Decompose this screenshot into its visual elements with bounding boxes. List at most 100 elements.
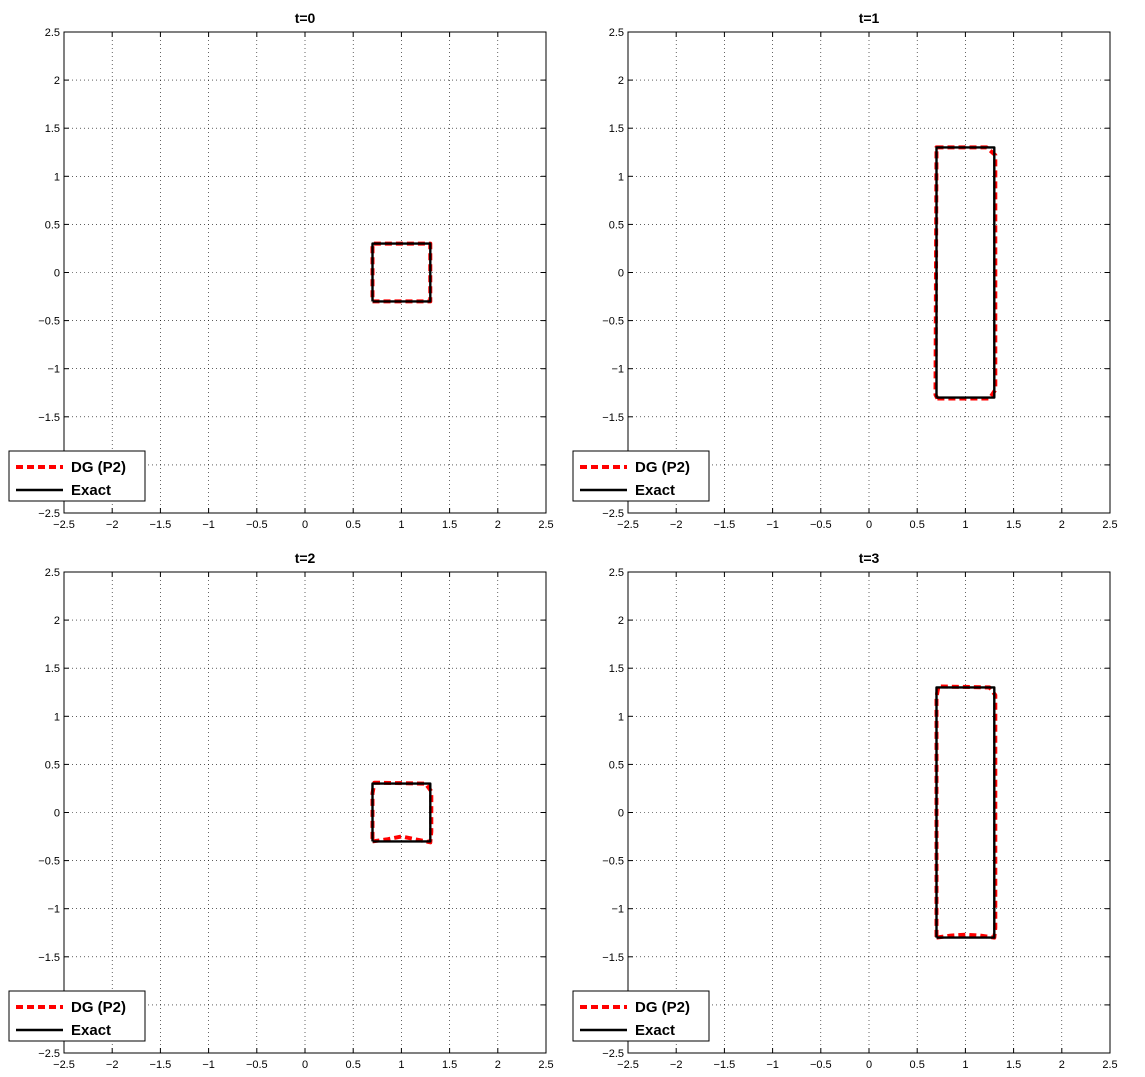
legend-box [572,450,710,502]
legend: DG (P2) Exact [8,990,146,1042]
panel-title: t=0 [295,10,316,26]
y-tick-label: −0.5 [38,316,60,328]
series-exact [935,146,996,399]
y-tick-label: 1.5 [609,663,624,675]
x-tick-label: 0.5 [910,519,925,531]
y-tick-label: −0.5 [602,856,624,868]
y-tick-label: −0.5 [38,856,60,868]
series-group [370,780,434,845]
x-tick-label: 0 [866,1059,872,1071]
series-dg-p2 [934,684,998,940]
y-tick-label: −2.5 [602,1048,624,1060]
x-tick-label: −0.5 [246,519,268,531]
legend-label: Exact [635,482,675,499]
x-tick-label: −0.5 [810,519,832,531]
ticks: −2.5−2−1.5−1−0.500.511.522.5−2.5−2−1.5−1… [602,567,1117,1071]
grid [628,32,1110,513]
grid [64,572,546,1053]
y-tick-label: 1.5 [45,123,60,135]
series-exact [371,782,432,843]
legend: DG (P2) Exact [8,450,146,502]
x-tick-label: −1.5 [714,1059,736,1071]
x-tick-label: −2 [106,519,119,531]
legend-label: Exact [635,1022,675,1039]
series-dg-p2 [370,780,434,845]
y-tick-label: −1.5 [602,412,624,424]
x-tick-label: 0.5 [346,519,361,531]
x-tick-label: −1.5 [714,519,736,531]
x-tick-label: 2 [495,519,501,531]
y-tick-label: −1.5 [602,952,624,964]
x-tick-label: 1.5 [442,519,457,531]
y-tick-label: 2.5 [609,27,624,39]
panel-title: t=2 [295,550,316,566]
x-tick-label: −2.5 [617,1059,639,1071]
x-tick-label: 2 [1059,1059,1065,1071]
x-tick-label: 2 [495,1059,501,1071]
y-tick-label: 1 [54,171,60,183]
y-tick-label: 1 [54,711,60,723]
ticks: −2.5−2−1.5−1−0.500.511.522.5−2.5−2−1.5−1… [602,27,1117,531]
x-tick-label: −2 [670,519,683,531]
y-tick-label: 0.5 [45,759,60,771]
series-exact [371,242,432,303]
series-group [370,241,433,304]
x-tick-label: 1.5 [1006,1059,1021,1071]
x-tick-label: −1 [766,519,779,531]
y-tick-label: 1.5 [45,663,60,675]
x-tick-label: 1.5 [442,1059,457,1071]
legend-label: Exact [71,1022,111,1039]
x-tick-label: −2 [106,1059,119,1071]
x-tick-label: 0 [302,519,308,531]
y-tick-label: −1.5 [38,952,60,964]
panel-title: t=3 [859,550,880,566]
y-tick-label: 1 [618,711,624,723]
x-tick-label: 0 [866,519,872,531]
y-tick-label: 0 [54,268,60,280]
y-tick-label: −2.5 [602,508,624,520]
y-tick-label: −0.5 [602,316,624,328]
y-tick-label: 2.5 [609,567,624,579]
x-tick-label: −1 [202,519,215,531]
x-tick-label: 1 [398,519,404,531]
legend-label: DG (P2) [71,999,126,1016]
panel-4: t=3−2.5−2−1.5−1−0.500.511.522.5−2.5−2−1.… [572,550,1118,1071]
legend-label: DG (P2) [635,999,690,1016]
legend-box [572,990,710,1042]
x-tick-label: −0.5 [810,1059,832,1071]
y-tick-label: 2 [618,615,624,627]
x-tick-label: 1 [962,519,968,531]
y-tick-label: 0 [618,268,624,280]
x-tick-label: −1 [766,1059,779,1071]
y-tick-label: 2.5 [45,567,60,579]
x-tick-label: −1.5 [150,519,172,531]
ticks: −2.5−2−1.5−1−0.500.511.522.5−2.5−2−1.5−1… [38,27,553,531]
y-tick-label: 1.5 [609,123,624,135]
y-tick-label: −2.5 [38,508,60,520]
x-tick-label: −0.5 [246,1059,268,1071]
x-tick-label: 0 [302,1059,308,1071]
legend-box [8,990,146,1042]
panel-2: t=1−2.5−2−1.5−1−0.500.511.522.5−2.5−2−1.… [572,10,1118,531]
y-tick-label: 0.5 [45,219,60,231]
series-exact [935,686,996,939]
legend: DG (P2) Exact [572,450,710,502]
x-tick-label: −2.5 [53,1059,75,1071]
y-tick-label: −1 [611,904,624,916]
panel-3: t=2−2.5−2−1.5−1−0.500.511.522.5−2.5−2−1.… [8,550,554,1071]
y-tick-label: 2.5 [45,27,60,39]
x-tick-label: −1 [202,1059,215,1071]
x-tick-label: −2 [670,1059,683,1071]
y-tick-label: 1 [618,171,624,183]
legend-label: DG (P2) [71,459,126,476]
y-tick-label: 0 [618,808,624,820]
y-tick-label: 0 [54,808,60,820]
grid [628,572,1110,1053]
y-tick-label: 2 [618,75,624,87]
x-tick-label: 2.5 [538,519,553,531]
x-tick-label: 2.5 [1102,519,1117,531]
legend-label: DG (P2) [635,459,690,476]
series-group [934,684,998,940]
x-tick-label: 2.5 [1102,1059,1117,1071]
panel-title: t=1 [859,10,880,26]
